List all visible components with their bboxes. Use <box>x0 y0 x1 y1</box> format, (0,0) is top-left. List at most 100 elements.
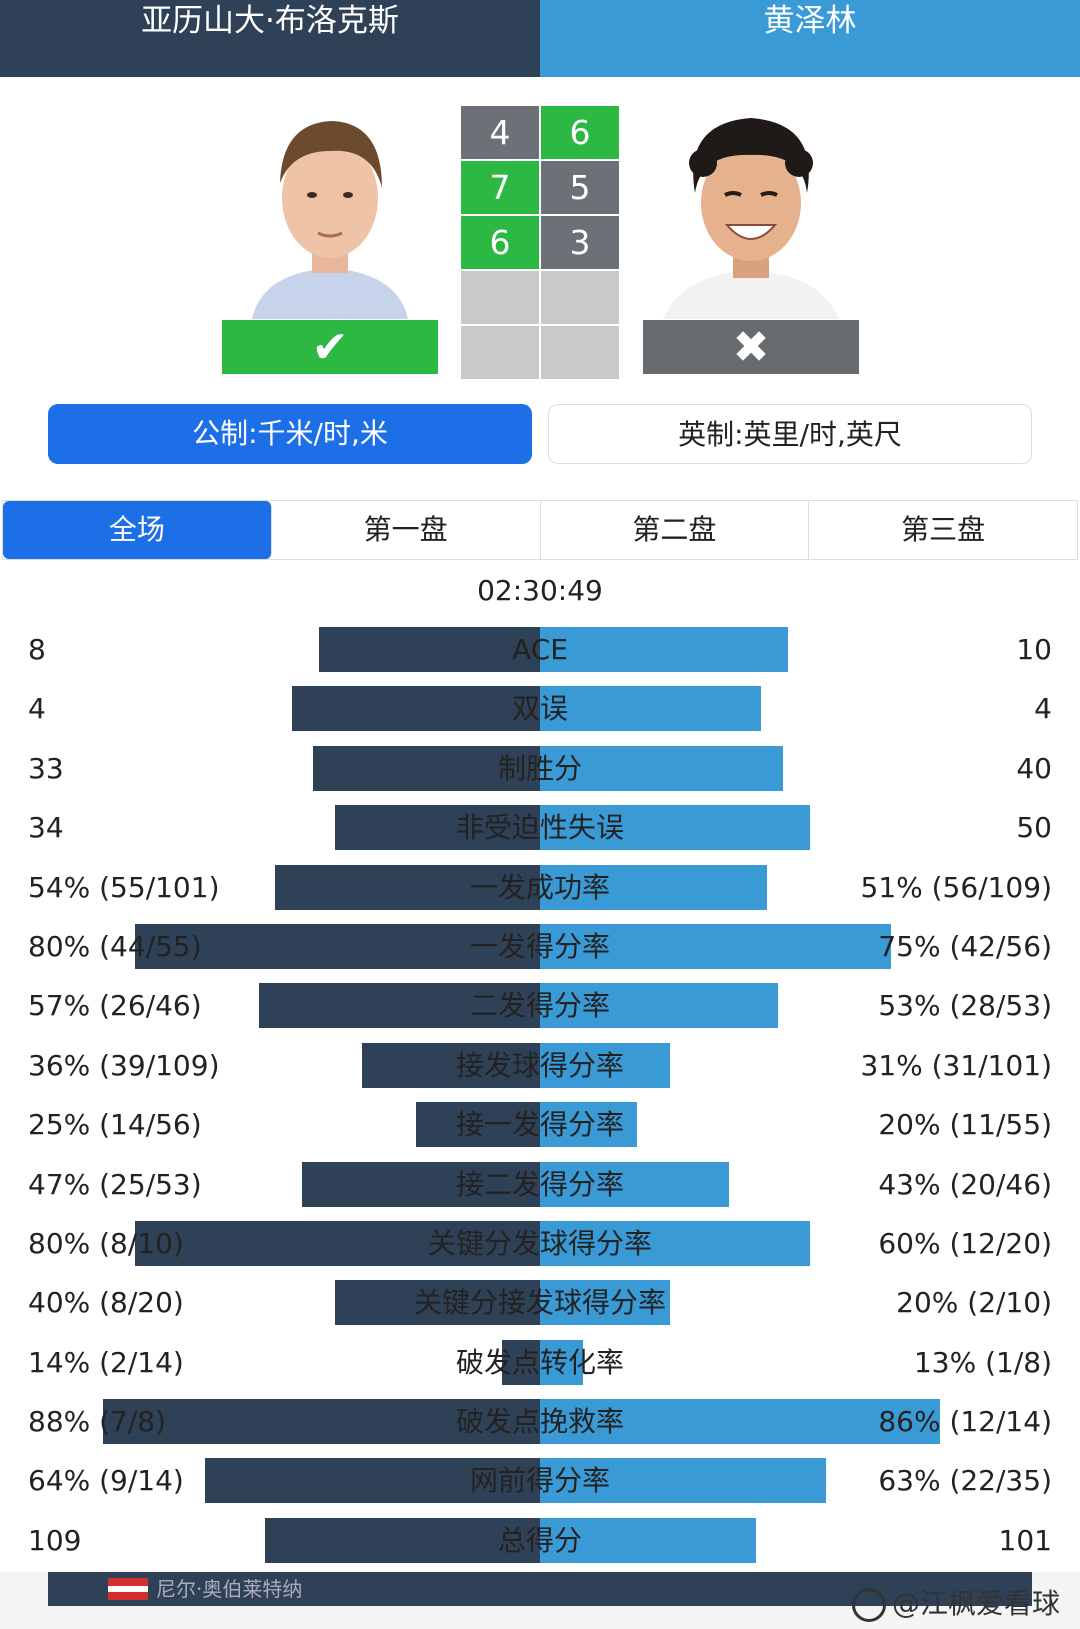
stat-row: 14% (2/14) 13% (1/8) 破发点转化率 <box>0 1339 1080 1398</box>
stat-row: 64% (9/14) 63% (22/35) 网前得分率 <box>0 1457 1080 1516</box>
set-row: 7 5 <box>461 161 621 214</box>
p2-stat-bar <box>540 1399 940 1445</box>
set4-p2-score <box>541 271 619 324</box>
p2-stat-value: 10 <box>1016 633 1052 666</box>
p2-stat-bar <box>540 1458 826 1504</box>
p1-stat-value: 36% (39/109) <box>28 1048 220 1082</box>
p2-stat-bar <box>540 1102 637 1148</box>
stat-label: 关键分发球得分率 <box>427 1226 652 1260</box>
stat-label: ACE <box>512 633 568 666</box>
tab-set3[interactable]: 第三盘 <box>901 513 986 546</box>
p2-stat-bar <box>540 923 891 969</box>
p2-stat-value: 40 <box>1016 751 1052 785</box>
p2-stat-bar <box>540 1280 670 1326</box>
p2-stat-bar <box>540 1161 729 1207</box>
set-row: 4 6 <box>461 106 621 159</box>
stat-label: 制胜分 <box>497 751 582 785</box>
next-player-name: 尼尔·奥伯莱特纳 <box>156 1577 303 1601</box>
p1-stat-bar <box>103 1399 540 1445</box>
p1-stat-value: 4 <box>28 692 46 726</box>
tab-match[interactable]: 全场 <box>3 501 272 559</box>
tab-set2[interactable]: 第二盘 <box>541 501 810 559</box>
austria-flag-icon <box>108 1578 148 1600</box>
stat-row: 8 10 ACE <box>0 626 1080 685</box>
imperial-unit-button[interactable]: 英制:英里/时,英尺 <box>548 404 1032 464</box>
p2-stat-bar <box>540 745 783 791</box>
p1-stat-value: 14% (2/14) <box>28 1345 184 1379</box>
p2-stat-value: 63% (22/35) <box>878 1464 1052 1498</box>
p2-stat-bar <box>540 1220 810 1266</box>
p2-stat-value: 51% (56/109) <box>860 870 1053 904</box>
p1-stat-bar <box>502 1339 540 1385</box>
header: 亚历山大·布洛克斯 黄泽林 <box>0 0 1080 77</box>
p1-stat-value: 33 <box>28 751 64 785</box>
set-score-grid: 4 6 7 5 6 3 <box>461 106 621 381</box>
metric-unit-button[interactable]: 公制:千米/时,米 <box>48 404 532 464</box>
p1-stat-value: 40% (8/20) <box>28 1286 184 1320</box>
p2-stat-bar <box>540 1042 670 1088</box>
p1-stat-bar <box>135 923 540 969</box>
set4-p1-score <box>461 271 539 324</box>
check-icon: ✔ <box>311 321 349 373</box>
set2-p2-score: 5 <box>541 161 619 214</box>
p2-stat-bar <box>540 1339 583 1385</box>
p2-stat-value: 86% (12/14) <box>878 1405 1052 1439</box>
p1-stat-bar <box>313 745 540 791</box>
set1-p2-score: 6 <box>541 106 619 159</box>
set5-p1-score <box>461 326 539 379</box>
p2-stat-value: 43% (20/46) <box>878 1167 1052 1201</box>
p2-stat-bar <box>540 1517 756 1563</box>
p1-stat-value: 80% (8/10) <box>28 1226 184 1260</box>
stat-row: 47% (25/53) 43% (20/46) 接二发得分率 <box>0 1161 1080 1220</box>
footer: 尼尔·奥伯莱特纳 @江枫爱看球 <box>0 1572 1080 1629</box>
player2-photo <box>643 103 859 319</box>
p1-stat-bar <box>335 1280 540 1326</box>
set1-p1-score: 4 <box>461 106 539 159</box>
p1-stat-value: 54% (55/101) <box>28 870 220 904</box>
stat-label: 二发得分率 <box>469 989 610 1023</box>
p1-stat-bar <box>275 864 540 910</box>
p2-stat-value: 13% (1/8) <box>913 1345 1052 1379</box>
stat-row: 109 101 总得分 <box>0 1517 1080 1576</box>
loser-badge: ✖ <box>643 320 859 374</box>
p1-stat-value: 47% (25/53) <box>28 1167 202 1201</box>
p2-stat-value: 20% (2/10) <box>896 1286 1052 1320</box>
p1-stat-value: 80% (44/55) <box>28 929 202 963</box>
p2-stat-bar <box>540 627 788 672</box>
p1-stat-value: 25% (14/56) <box>28 1108 202 1142</box>
stat-row: 80% (44/55) 75% (42/56) 一发得分率 <box>0 923 1080 982</box>
stat-label: 一发得分率 <box>469 929 610 963</box>
p1-stat-bar <box>335 805 540 851</box>
p1-stat-value: 88% (7/8) <box>28 1405 167 1439</box>
p1-stat-value: 34 <box>28 811 64 845</box>
set-row <box>461 271 621 324</box>
p1-stat-bar <box>319 627 540 672</box>
p2-stat-value: 50 <box>1016 811 1052 845</box>
stat-label: 接二发得分率 <box>455 1167 624 1201</box>
p2-stat-value: 60% (12/20) <box>878 1226 1052 1260</box>
p2-stat-bar <box>540 864 767 910</box>
set3-p1-score: 6 <box>461 216 539 269</box>
stat-row: 54% (55/101) 51% (56/109) 一发成功率 <box>0 864 1080 923</box>
stat-label: 双误 <box>511 692 568 726</box>
stat-label: 网前得分率 <box>469 1464 610 1498</box>
stat-label: 破发点转化率 <box>455 1345 624 1379</box>
stats-table: 8 10 ACE 4 4 双误 33 40 制胜分 34 50 非受迫性失误 54% (55/101) 5… <box>0 626 1080 1576</box>
p2-stat-value: 75% (42/56) <box>878 929 1052 963</box>
p2-stat-value: 4 <box>1034 692 1052 726</box>
stat-row: 80% (8/10) 60% (12/20) 关键分发球得分率 <box>0 1220 1080 1279</box>
stat-label: 接一发得分率 <box>455 1108 624 1142</box>
stat-row: 33 40 制胜分 <box>0 745 1080 804</box>
weibo-icon <box>851 1588 886 1622</box>
p1-stat-bar <box>362 1042 540 1088</box>
stat-row: 40% (8/20) 20% (2/10) 关键分接发球得分率 <box>0 1279 1080 1338</box>
stat-label: 关键分接发球得分率 <box>413 1286 666 1320</box>
stat-label: 破发点挽救率 <box>455 1405 624 1439</box>
match-duration: 02:30:49 <box>477 574 603 607</box>
set3-p2-score: 3 <box>541 216 619 269</box>
tab-set1[interactable]: 第一盘 <box>272 501 541 559</box>
p1-stat-value: 57% (26/46) <box>28 989 202 1023</box>
set2-p1-score: 7 <box>461 161 539 214</box>
p1-stat-bar <box>135 1220 540 1266</box>
watermark-text: @江枫爱看球 <box>891 1587 1060 1620</box>
